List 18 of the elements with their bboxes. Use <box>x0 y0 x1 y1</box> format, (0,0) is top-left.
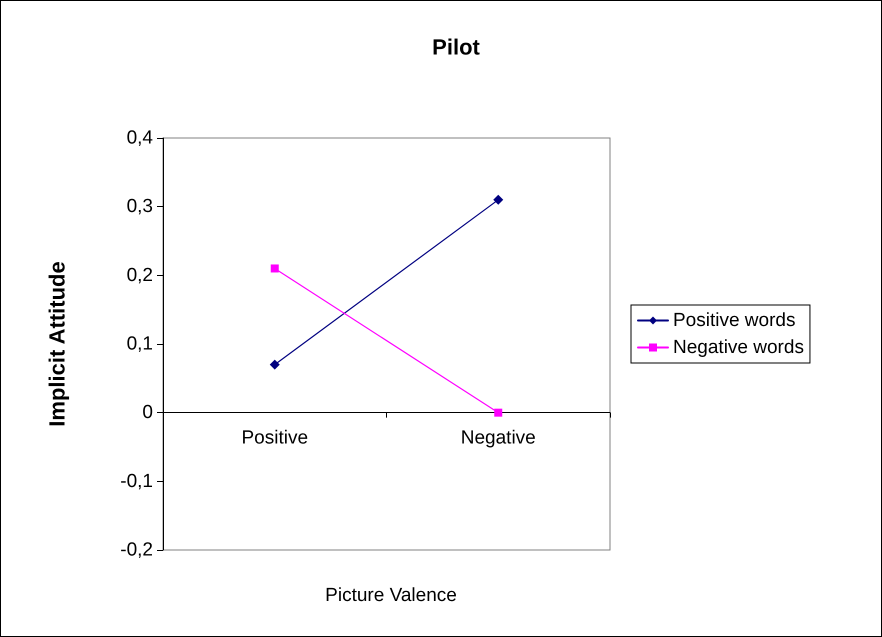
x-tick-label: Positive <box>241 428 308 449</box>
legend-label: Negative words <box>673 337 804 358</box>
x-tick-label: Negative <box>460 428 536 449</box>
point <box>270 264 279 272</box>
chart-title: Pilot <box>432 34 480 60</box>
y-tick-label: -0,1 <box>120 470 153 492</box>
y-tick-label: 0,1 <box>126 334 153 354</box>
y-axis-title: Implicit Attitude <box>44 261 70 427</box>
x-axis-title: Picture Valence <box>325 585 457 606</box>
y-tick-label: 0,2 <box>126 264 153 286</box>
legend-label: Positive words <box>673 310 796 331</box>
point <box>270 360 280 370</box>
y-tick-label: 0,4 <box>126 128 154 148</box>
point <box>493 194 504 205</box>
y-tick-label: -0,2 <box>120 540 153 560</box>
y-tick-label: 0 <box>142 402 153 424</box>
point <box>494 408 502 417</box>
y-tick-label: 0,3 <box>126 196 153 218</box>
